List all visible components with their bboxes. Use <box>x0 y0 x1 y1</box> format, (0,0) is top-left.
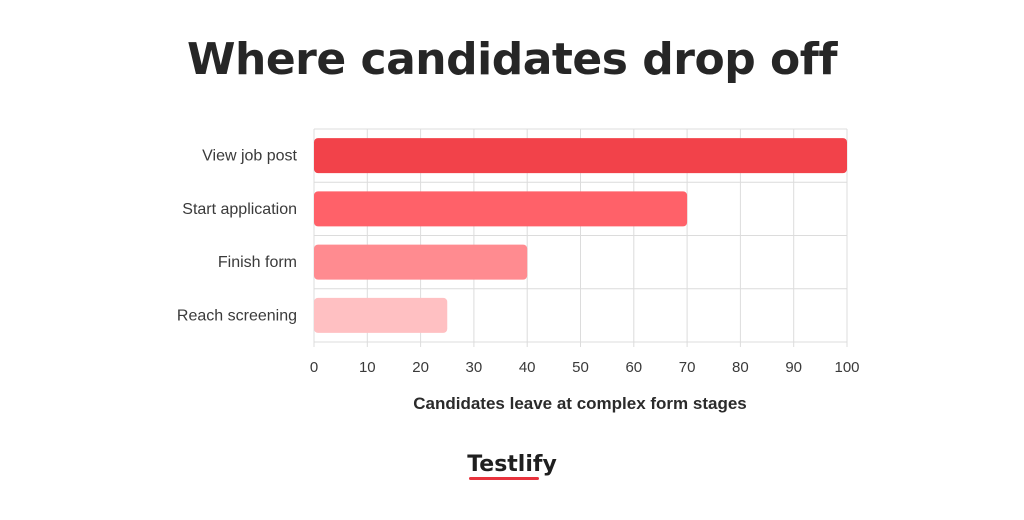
bar <box>314 244 528 280</box>
category-label: View job post <box>202 148 297 165</box>
bar <box>314 191 688 227</box>
category-label: Finish form <box>218 254 297 271</box>
x-tick-label: 70 <box>679 359 696 376</box>
x-tick-label: 20 <box>412 359 429 376</box>
x-tick-label: 0 <box>310 359 318 376</box>
bar <box>314 297 448 333</box>
bar <box>314 138 847 174</box>
x-axis-label: Candidates leave at complex form stages <box>413 394 747 413</box>
x-tick-labels: 0 10 20 30 40 50 60 70 80 90 100 <box>310 359 860 376</box>
x-tick-label: 100 <box>834 359 859 376</box>
x-tick-label: 40 <box>519 359 536 376</box>
brand-logo: Testlify <box>0 452 1024 481</box>
x-tick-label: 90 <box>785 359 802 376</box>
category-label: Reach screening <box>177 307 297 324</box>
logo-text: Testlify <box>467 452 557 481</box>
x-tick-label: 80 <box>732 359 749 376</box>
category-labels: View job post Start application Finish for… <box>177 148 298 325</box>
category-label: Start application <box>182 201 297 218</box>
x-tick-label: 10 <box>359 359 376 376</box>
x-tick-label: 30 <box>466 359 483 376</box>
x-tick-label: 50 <box>572 359 589 376</box>
bars <box>314 138 847 333</box>
x-tick-label: 60 <box>625 359 642 376</box>
chart-title: Where candidates drop off <box>186 34 838 85</box>
